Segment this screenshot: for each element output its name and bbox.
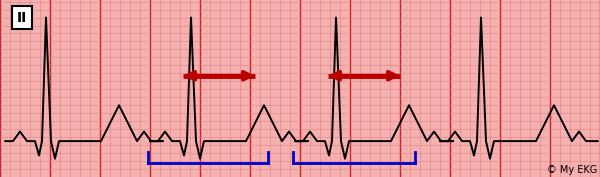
Text: II: II <box>17 11 27 25</box>
Text: © My EKG: © My EKG <box>547 165 597 175</box>
